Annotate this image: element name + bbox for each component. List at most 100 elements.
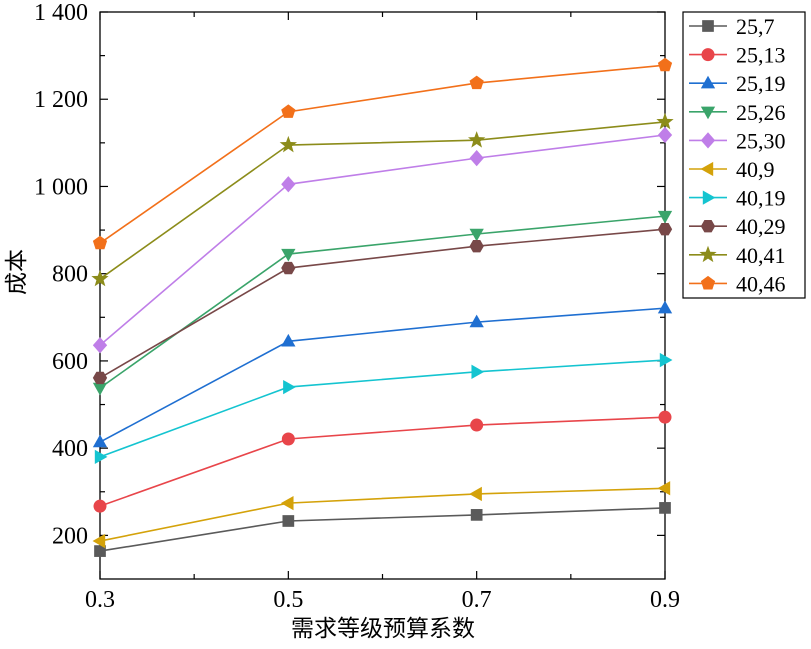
series-line-25-19 (99, 307, 666, 443)
data-point-25-26 (281, 248, 296, 262)
data-point-25-26 (469, 228, 484, 242)
series-line-25-30 (99, 134, 666, 346)
legend-label: 25,7 (736, 14, 775, 39)
series-line-40-29 (99, 228, 666, 379)
y-tick-label: 1 400 (34, 0, 88, 26)
legend: 25,7 25,13 25,19 25,26 25,30 40,9 40,19 40,29 40… (682, 11, 806, 299)
data-point-40-46 (469, 75, 484, 90)
y-tick-label: 800 (52, 262, 88, 288)
y-axis-label: 成本 (4, 249, 29, 295)
data-point-40-41 (656, 112, 674, 130)
data-point-25-13 (93, 499, 107, 513)
y-tick-label: 400 (52, 436, 88, 462)
data-point-25-19 (281, 333, 296, 347)
series-lines (99, 64, 666, 552)
legend-item-25-13: 25,13 (689, 43, 786, 68)
legend-label: 40,19 (736, 186, 786, 211)
data-point-25-13 (281, 432, 295, 446)
data-point-40-9 (280, 495, 294, 511)
legend-label: 25,26 (736, 100, 786, 125)
legend-marker (700, 132, 716, 149)
data-point-40-41 (91, 269, 109, 287)
data-point-25-7 (470, 509, 483, 521)
data-point-40-19 (94, 449, 108, 465)
x-axis-label: 需求等级预算系数 (291, 616, 475, 641)
legend-item-40-9: 40,9 (689, 157, 775, 182)
legend-item-25-7: 25,7 (689, 14, 775, 39)
legend-item-25-19: 25,19 (689, 71, 786, 96)
data-point-40-29 (281, 261, 296, 275)
data-point-25-26 (92, 382, 108, 396)
data-point-40-29 (92, 371, 108, 385)
legend-label: 40,9 (736, 157, 775, 182)
data-point-25-19 (657, 300, 673, 314)
series-line-25-26 (99, 215, 666, 389)
data-point-25-30 (657, 126, 673, 144)
series-line-40-46 (99, 64, 666, 244)
y-tick-label: 600 (52, 349, 88, 375)
legend-label: 25,13 (736, 43, 786, 68)
series-line-25-13 (99, 416, 666, 507)
data-point-25-30 (469, 149, 484, 167)
data-point-40-9 (92, 533, 106, 549)
legend-marker (700, 161, 714, 177)
data-point-25-19 (92, 434, 108, 448)
legend-marker (700, 75, 716, 89)
legend-marker (702, 20, 714, 32)
legend-item-40-46: 40,46 (689, 271, 786, 296)
legend-label: 40,29 (736, 214, 786, 239)
legend-item-25-26: 25,26 (689, 100, 786, 125)
legend-item-40-29: 40,29 (689, 214, 786, 239)
data-point-40-46 (657, 57, 673, 72)
data-point-40-9 (469, 486, 482, 502)
series-line-25-7 (99, 507, 666, 552)
data-point-25-19 (469, 314, 484, 328)
data-point-40-19 (659, 352, 673, 368)
data-point-40-29 (469, 240, 484, 253)
x-tick-label: 0.9 (650, 587, 680, 613)
data-point-40-41 (279, 135, 297, 153)
x-tick-label: 0.5 (273, 587, 303, 613)
data-point-40-46 (92, 235, 108, 250)
legend-item-25-30: 25,30 (689, 128, 786, 153)
y-tick-label: 1 000 (34, 174, 88, 200)
legend-label: 25,19 (736, 71, 786, 96)
data-point-40-19 (471, 364, 485, 379)
data-point-25-7 (94, 545, 106, 557)
series-markers (91, 57, 674, 557)
legend-item-40-41: 40,41 (689, 243, 786, 268)
data-point-40-29 (657, 223, 673, 236)
legend-marker (699, 245, 717, 263)
legend-marker (701, 48, 715, 62)
legend-label: 40,41 (736, 243, 786, 268)
series-line-40-9 (99, 487, 666, 542)
data-point-25-13 (470, 418, 484, 432)
data-point-40-46 (281, 104, 296, 118)
legend-marker (702, 190, 716, 205)
legend-marker (700, 220, 716, 233)
series-line-40-19 (99, 359, 666, 458)
data-point-25-7 (282, 515, 295, 527)
data-point-25-30 (92, 337, 108, 354)
data-point-40-41 (468, 131, 486, 148)
data-point-40-9 (657, 481, 671, 496)
data-point-40-19 (283, 379, 296, 395)
y-tick-label: 200 (52, 523, 88, 549)
series-line-40-41 (99, 121, 666, 280)
data-point-25-7 (659, 502, 671, 514)
legend-item-40-19: 40,19 (689, 186, 786, 211)
y-tick-label: 1 200 (34, 87, 88, 113)
legend-label: 25,30 (736, 128, 786, 153)
data-point-25-30 (281, 176, 296, 193)
legend-marker (700, 275, 716, 290)
data-point-25-26 (657, 210, 673, 224)
legend-marker (700, 106, 716, 120)
x-tick-label: 0.3 (85, 587, 115, 613)
x-tick-label: 0.7 (462, 587, 492, 613)
axis-ticks (99, 11, 666, 579)
legend-label: 40,46 (736, 271, 786, 296)
data-point-25-13 (658, 410, 672, 424)
legend-box (682, 11, 806, 299)
